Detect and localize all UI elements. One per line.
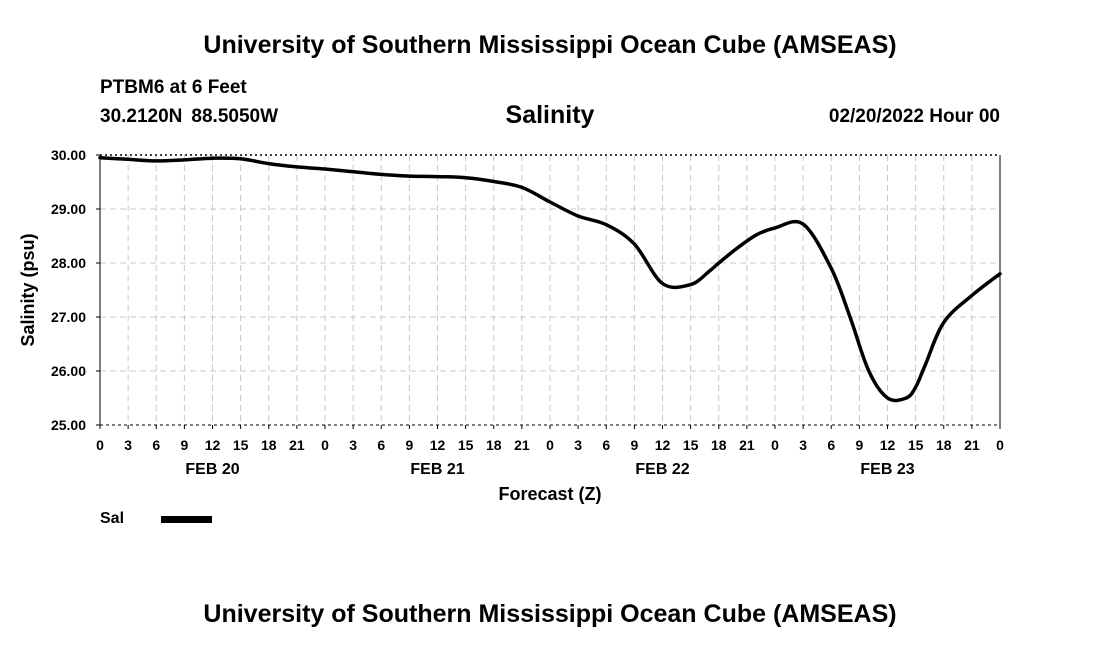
x-tick-label: 18 (936, 437, 952, 453)
day-label: FEB 21 (410, 461, 464, 478)
x-tick-label: 6 (602, 437, 610, 453)
footer-title: University of Southern Mississippi Ocean… (203, 600, 897, 628)
x-tick-label: 6 (152, 437, 160, 453)
y-tick-label: 27.00 (51, 309, 86, 325)
x-tick-label: 15 (458, 437, 474, 453)
chart-title: Salinity (505, 101, 595, 129)
y-tick-label: 25.00 (51, 417, 86, 433)
x-tick-label: 0 (771, 437, 779, 453)
x-tick-label: 0 (321, 437, 329, 453)
x-tick-label: 15 (683, 437, 699, 453)
latitude: 30.2120N (100, 106, 183, 127)
x-tick-label: 9 (630, 437, 638, 453)
x-tick-label: 18 (486, 437, 502, 453)
x-tick-label: 0 (546, 437, 554, 453)
x-tick-label: 12 (430, 437, 446, 453)
x-tick-label: 15 (233, 437, 249, 453)
station-label: PTBM6 at 6 Feet (100, 77, 247, 98)
page-title: University of Southern Mississippi Ocean… (203, 31, 897, 59)
day-label: FEB 20 (185, 461, 239, 478)
x-tick-label: 3 (799, 437, 807, 453)
y-tick-label: 29.00 (51, 201, 86, 217)
x-axis-label: Forecast (Z) (498, 484, 601, 504)
x-tick-label: 6 (827, 437, 835, 453)
longitude: 88.5050W (191, 106, 279, 127)
x-tick-label: 21 (514, 437, 530, 453)
legend-line-swatch (161, 516, 212, 523)
x-tick-label: 0 (996, 437, 1004, 453)
x-tick-label: 18 (261, 437, 277, 453)
x-tick-label: 9 (405, 437, 413, 453)
day-label: FEB 22 (635, 461, 689, 478)
x-tick-label: 18 (711, 437, 727, 453)
x-tick-label: 9 (180, 437, 188, 453)
x-tick-label: 12 (205, 437, 221, 453)
day-label: FEB 23 (860, 461, 914, 478)
x-tick-label: 3 (349, 437, 357, 453)
x-tick-label: 0 (96, 437, 104, 453)
x-tick-label: 9 (855, 437, 863, 453)
x-tick-label: 6 (377, 437, 385, 453)
y-axis-label: Salinity (psu) (18, 233, 38, 346)
x-tick-label: 3 (124, 437, 132, 453)
x-tick-label: 21 (289, 437, 305, 453)
x-tick-label: 21 (739, 437, 755, 453)
y-tick-label: 28.00 (51, 255, 86, 271)
series-line-sal (98, 155, 1002, 403)
legend-label: Sal (100, 510, 125, 527)
coordinates: 30.2120N 88.5050W (100, 106, 287, 128)
x-tick-label: 12 (655, 437, 671, 453)
x-tick-label: 3 (574, 437, 582, 453)
x-tick-label: 15 (908, 437, 924, 453)
x-tick-label: 12 (880, 437, 896, 453)
y-tick-label: 30.00 (51, 147, 86, 163)
x-tick-label: 21 (964, 437, 980, 453)
forecast-datetime: 02/20/2022 Hour 00 (828, 106, 1000, 127)
y-tick-label: 26.00 (51, 363, 86, 379)
